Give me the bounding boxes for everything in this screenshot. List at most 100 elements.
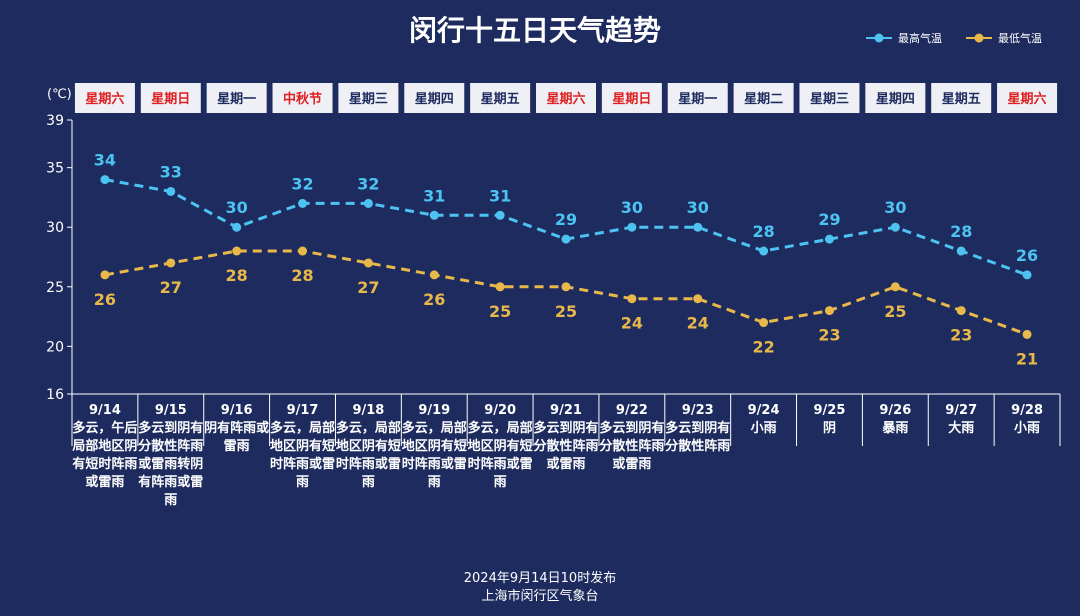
date-label: 9/28 [1011, 403, 1043, 418]
high-value-label: 33 [160, 162, 182, 181]
weekday-label: 中秋节 [283, 91, 322, 107]
weather-text: 多云到阴有分散性阵雨或雷雨转阴有阵雨或雷雨 [138, 420, 203, 508]
low-value-label: 28 [291, 266, 313, 285]
date-label: 9/25 [814, 403, 846, 418]
weekday-label: 星期六 [546, 91, 585, 107]
date-label: 9/24 [748, 403, 780, 418]
weather-text: 大雨 [948, 420, 974, 436]
high-value-label: 30 [226, 198, 248, 217]
weekday-label: 星期四 [876, 92, 915, 107]
legend[interactable]: 最高气温 最低气温 [866, 31, 1042, 45]
high-point [759, 246, 769, 256]
high-value-label: 31 [489, 186, 511, 205]
low-value-label: 22 [752, 338, 774, 357]
weekday-box [865, 83, 926, 113]
weekday-label: 星期三 [810, 92, 849, 107]
weather-text: 多云，局部地区阴有短时阵雨或雷雨 [336, 420, 401, 490]
high-point [956, 246, 966, 256]
high-point [429, 210, 439, 220]
date-label: 9/27 [945, 403, 977, 418]
low-value-label: 25 [884, 302, 906, 321]
high-value-label: 26 [1016, 246, 1038, 265]
date-label: 9/15 [155, 403, 187, 418]
date-label: 9/16 [221, 403, 253, 418]
publish-time: 2024年9月14日10时发布 [464, 570, 616, 586]
weekday-box [536, 83, 596, 113]
weekday-box [931, 83, 992, 113]
weather-text: 阴有阵雨或雷雨 [204, 420, 269, 454]
weather-text: 多云，午后局部地区阴有短时阵雨或雷雨 [72, 420, 137, 490]
date-label: 9/26 [879, 403, 911, 418]
weekday-label: 星期三 [349, 92, 388, 107]
date-label: 9/22 [616, 403, 648, 418]
low-point [166, 258, 176, 268]
date-label: 9/19 [418, 403, 450, 418]
weekday-label: 星期六 [1008, 91, 1047, 107]
low-point [298, 246, 308, 256]
weather-text: 小雨 [1014, 421, 1040, 436]
date-label: 9/23 [682, 403, 714, 418]
legend-marker-1 [974, 33, 984, 43]
high-value-label: 31 [423, 186, 445, 205]
low-value-label: 25 [489, 302, 511, 321]
y-tick-label: 39 [46, 113, 64, 129]
high-point [1022, 270, 1032, 280]
low-point [759, 318, 769, 328]
weekday-box [140, 83, 201, 113]
publisher: 上海市闵行区气象台 [481, 588, 598, 604]
low-value-label: 24 [687, 314, 709, 333]
weekday-box [74, 83, 135, 113]
legend-label-1: 最低气温 [998, 31, 1042, 45]
high-value-label: 30 [884, 198, 906, 217]
low-value-label: 26 [423, 290, 445, 309]
date-label: 9/14 [89, 403, 121, 418]
weekday-label: 星期一 [217, 92, 256, 107]
weather-descriptions: 多云，午后局部地区阴有短时阵雨或雷雨多云到阴有分散性阵雨或雷雨转阴有阵雨或雷雨阴… [72, 420, 1040, 508]
high-point [363, 198, 373, 208]
low-point [1022, 329, 1032, 339]
high-value-label: 28 [950, 222, 972, 241]
low-point [100, 270, 110, 280]
high-value-label: 30 [687, 198, 709, 217]
high-point [627, 222, 637, 232]
high-point [100, 175, 110, 185]
y-tick-label: 20 [46, 339, 64, 355]
y-tick-label: 16 [46, 387, 64, 403]
weather-text: 多云到阴有分散性阵雨 [665, 420, 730, 454]
low-value-label: 21 [1016, 349, 1038, 368]
high-point [824, 234, 834, 244]
high-value-label: 32 [291, 174, 313, 193]
low-point [627, 294, 637, 304]
date-label: 9/21 [550, 403, 582, 418]
low-value-label: 23 [818, 326, 840, 345]
weekday-box [470, 83, 531, 113]
weekday-box [799, 83, 860, 113]
weekday-label: 星期二 [744, 92, 783, 107]
date-label: 9/18 [352, 403, 384, 418]
high-point [561, 234, 571, 244]
high-point [693, 222, 703, 232]
low-point [232, 246, 242, 256]
weekday-row: 星期六 星期日 星期一 中秋节 星期三 星期四 星期五 星期六 星期日 星期一 星期二 星期三 星期四 星… [74, 83, 1058, 113]
low-value-label: 26 [94, 290, 116, 309]
weekday-label: 星期六 [85, 91, 124, 107]
weather-text: 多云到阴有分散性阵雨或雷雨 [599, 420, 664, 472]
high-point [890, 222, 900, 232]
low-point [561, 282, 571, 292]
weekday-box [404, 83, 465, 113]
low-point [824, 306, 834, 316]
data-labels: 34 33 30 32 32 31 31 29 30 30 28 29 30 28 26 26 27 28 28 27… [94, 151, 1038, 369]
axes: 16 20 25 30 35 39 [46, 113, 1061, 446]
weekday-box [272, 83, 333, 113]
weekday-box [997, 83, 1058, 113]
y-tick-label: 25 [46, 280, 64, 296]
weather-text: 多云，局部地区阴有短时阵雨或雷雨 [270, 420, 335, 490]
high-point [495, 210, 505, 220]
weather-text: 阴 [823, 421, 836, 436]
chart-title: 闵行十五日天气趋势 [409, 14, 661, 47]
low-point [890, 282, 900, 292]
high-point [298, 198, 308, 208]
weekday-box [667, 83, 728, 113]
low-point [429, 270, 439, 280]
weather-text: 小雨 [751, 421, 777, 436]
